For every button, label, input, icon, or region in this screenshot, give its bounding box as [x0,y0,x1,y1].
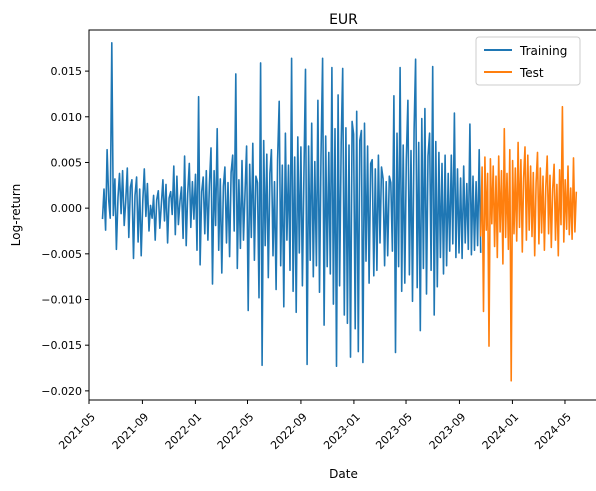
y-tick-label: −0.020 [41,385,82,398]
y-tick-label: −0.010 [41,294,82,307]
legend-label-training: Training [519,44,567,58]
x-tick-label: 2024-01 [480,410,522,452]
series-line-test [479,105,578,382]
x-axis-label: Date [329,467,358,481]
x-tick-label: 2021-05 [56,410,98,452]
y-tick-label: 0.015 [51,65,83,78]
y-tick-label: −0.005 [41,248,82,261]
series-line-training [101,41,482,368]
y-axis: −0.020 −0.015 −0.010 −0.005 0.000 0.005 0.010 0… [41,65,89,398]
y-tick-label: −0.015 [41,339,82,352]
chart-title: EUR [329,12,358,28]
x-tick-label: 2023-09 [427,410,469,452]
x-tick-label: 2021-09 [110,410,152,452]
legend: Training Test [475,36,581,86]
x-axis: 2021-05 2021-09 2022-01 2022-05 2022-09 2023-… [56,400,574,452]
y-axis-label: Log-return [9,184,23,246]
plot-area [101,41,578,382]
x-tick-label: 2023-05 [373,410,415,452]
axes-frame [88,29,596,401]
x-tick-label: 2022-05 [215,410,257,452]
y-tick-label: 0.010 [51,111,83,124]
x-tick-label: 2023-01 [321,410,363,452]
x-tick-label: 2024-05 [532,410,574,452]
legend-label-test: Test [519,66,544,80]
y-tick-label: 0.005 [51,156,83,169]
y-tick-label: 0.000 [51,202,83,215]
x-tick-label: 2022-01 [163,410,205,452]
x-tick-label: 2022-09 [268,410,310,452]
